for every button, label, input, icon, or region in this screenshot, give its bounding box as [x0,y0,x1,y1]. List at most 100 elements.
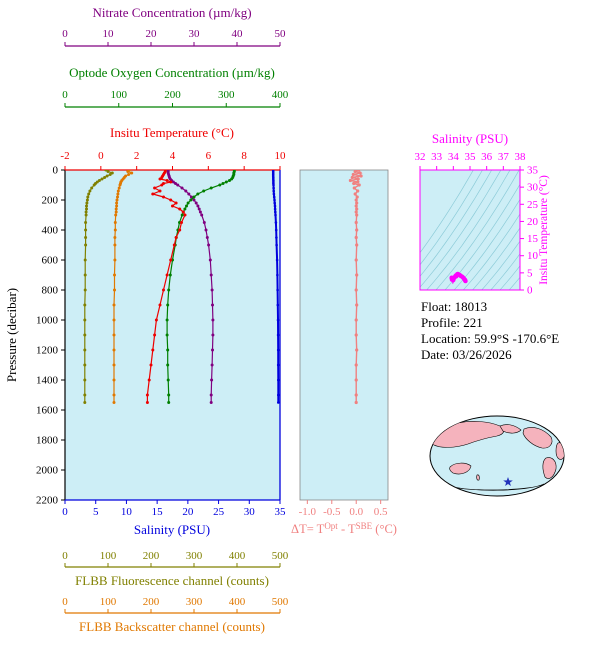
isopycnal-contour [435,170,520,290]
temperature-marker [169,198,173,202]
isopycnal-contour [453,199,520,290]
nitrate-tick-label: 10 [103,28,115,40]
ts-temperature-tick-label: 30 [527,182,539,194]
delta-t-marker [357,183,361,187]
backscatter-marker [115,204,119,208]
fluorescence-tick-label: 300 [186,550,203,562]
isopycnal-contour [420,170,493,277]
pressure-tick-label: 0 [53,165,59,177]
ts-salinity-axis-title: Salinity (PSU) [432,131,508,146]
backscatter-marker [115,198,119,202]
salinity-tick-label: 20 [182,506,194,518]
oxygen-marker [186,201,190,205]
salinity-axis-title: Salinity (PSU) [134,522,210,537]
delta-t-marker [355,207,359,211]
temperature-marker [153,333,157,337]
map-land-australia [449,462,472,475]
delta-t-marker [352,186,356,190]
oxygen-marker [180,213,184,217]
nitrate-marker [197,207,201,211]
delta-t-marker [354,220,358,225]
location-text: Location: 59.9°S -170.6°E [421,331,559,346]
salinity-tick-label: 5 [93,506,99,518]
nitrate-axis-title: Nitrate Concentration (µm/kg) [92,5,251,20]
nitrate-tick-label: 0 [62,28,68,40]
delta-t-marker [354,363,358,367]
nitrate-marker [209,401,213,404]
temperature-axis-title: Insitu Temperature (°C) [110,125,234,140]
delta-t-marker [357,170,361,172]
nitrate-marker [209,273,213,277]
backscatter-marker [112,401,116,404]
nitrate-marker [192,198,196,202]
pressure-tick-label: 1200 [36,345,59,357]
nitrate-tick-label: 40 [232,28,244,40]
date-text: Date: 03/26/2026 [421,347,512,362]
ts-curves [449,271,468,285]
isopycnal-contour [462,213,520,290]
fluorescence-marker [88,189,92,193]
main-plot-area [65,170,280,500]
temperature-marker [147,378,151,382]
temperature-tick-label: 6 [206,150,212,162]
backscatter-marker [112,348,116,352]
delta-t-marker [358,171,362,175]
temperature-tick-label: 4 [170,150,176,162]
temperature-marker [151,192,155,196]
temperature-marker [169,180,173,184]
pressure-tick-label: 400 [42,225,59,237]
fluorescence-marker [84,213,88,217]
temperature-marker [178,207,182,211]
salinity-marker [276,288,279,292]
nitrate-marker [207,243,211,247]
temperature-tick-label: 8 [241,150,247,162]
delta-t-marker [356,189,360,193]
pressure-tick-label: 600 [42,255,59,267]
oxygen-marker [167,288,171,292]
backscatter-marker [116,189,120,193]
temperature-marker [145,401,149,404]
backscatter-marker [112,303,116,307]
nitrate-marker [210,363,214,367]
axes-layer: 0200400600800100012001400160018002000220… [36,28,539,614]
delta-t-marker [354,210,358,214]
delta-t-marker [354,235,358,240]
salinity-marker [272,195,276,199]
delta-t-marker [354,333,358,337]
nitrate-tick-label: 50 [275,28,287,40]
temperature-marker [172,243,176,247]
fluorescence-tick-label: 0 [62,550,68,562]
fluorescence-marker [92,183,96,187]
salinity-marker [275,236,278,239]
oxygen-marker [224,180,228,184]
isopycnal-contour [444,184,520,290]
backscatter-marker [113,258,117,262]
salinity-marker [277,393,280,397]
temperature-marker [171,204,174,208]
ts-temperature-tick-label: 0 [527,285,533,297]
oxygen-marker [166,378,170,382]
delta-t-marker [350,175,354,180]
map-land-new-zealand [476,474,480,481]
fluorescence-marker [97,179,101,182]
salinity-tick-label: 15 [152,506,164,518]
temperature-tick-label: 2 [134,150,140,162]
map-land-west-edge [430,437,434,446]
ts-temperature-tick-label: 15 [527,233,539,245]
curves-layer [83,170,468,405]
isopycnal-contour [481,240,520,290]
nitrate-marker [180,186,184,190]
delta-t-marker [359,174,363,178]
oxygen-marker [165,333,169,337]
backscatter-axis-title: FLBB Backscatter channel (counts) [79,619,265,634]
delta-t-marker [354,378,358,382]
temperature-marker [174,201,178,205]
backscatter-marker [112,378,116,382]
oxygen-marker [202,189,206,193]
pressure-tick-label: 1800 [36,435,59,447]
fluorescence-tick-label: 200 [143,550,160,562]
delta-t-marker [354,400,358,405]
nitrate-marker [205,236,209,239]
